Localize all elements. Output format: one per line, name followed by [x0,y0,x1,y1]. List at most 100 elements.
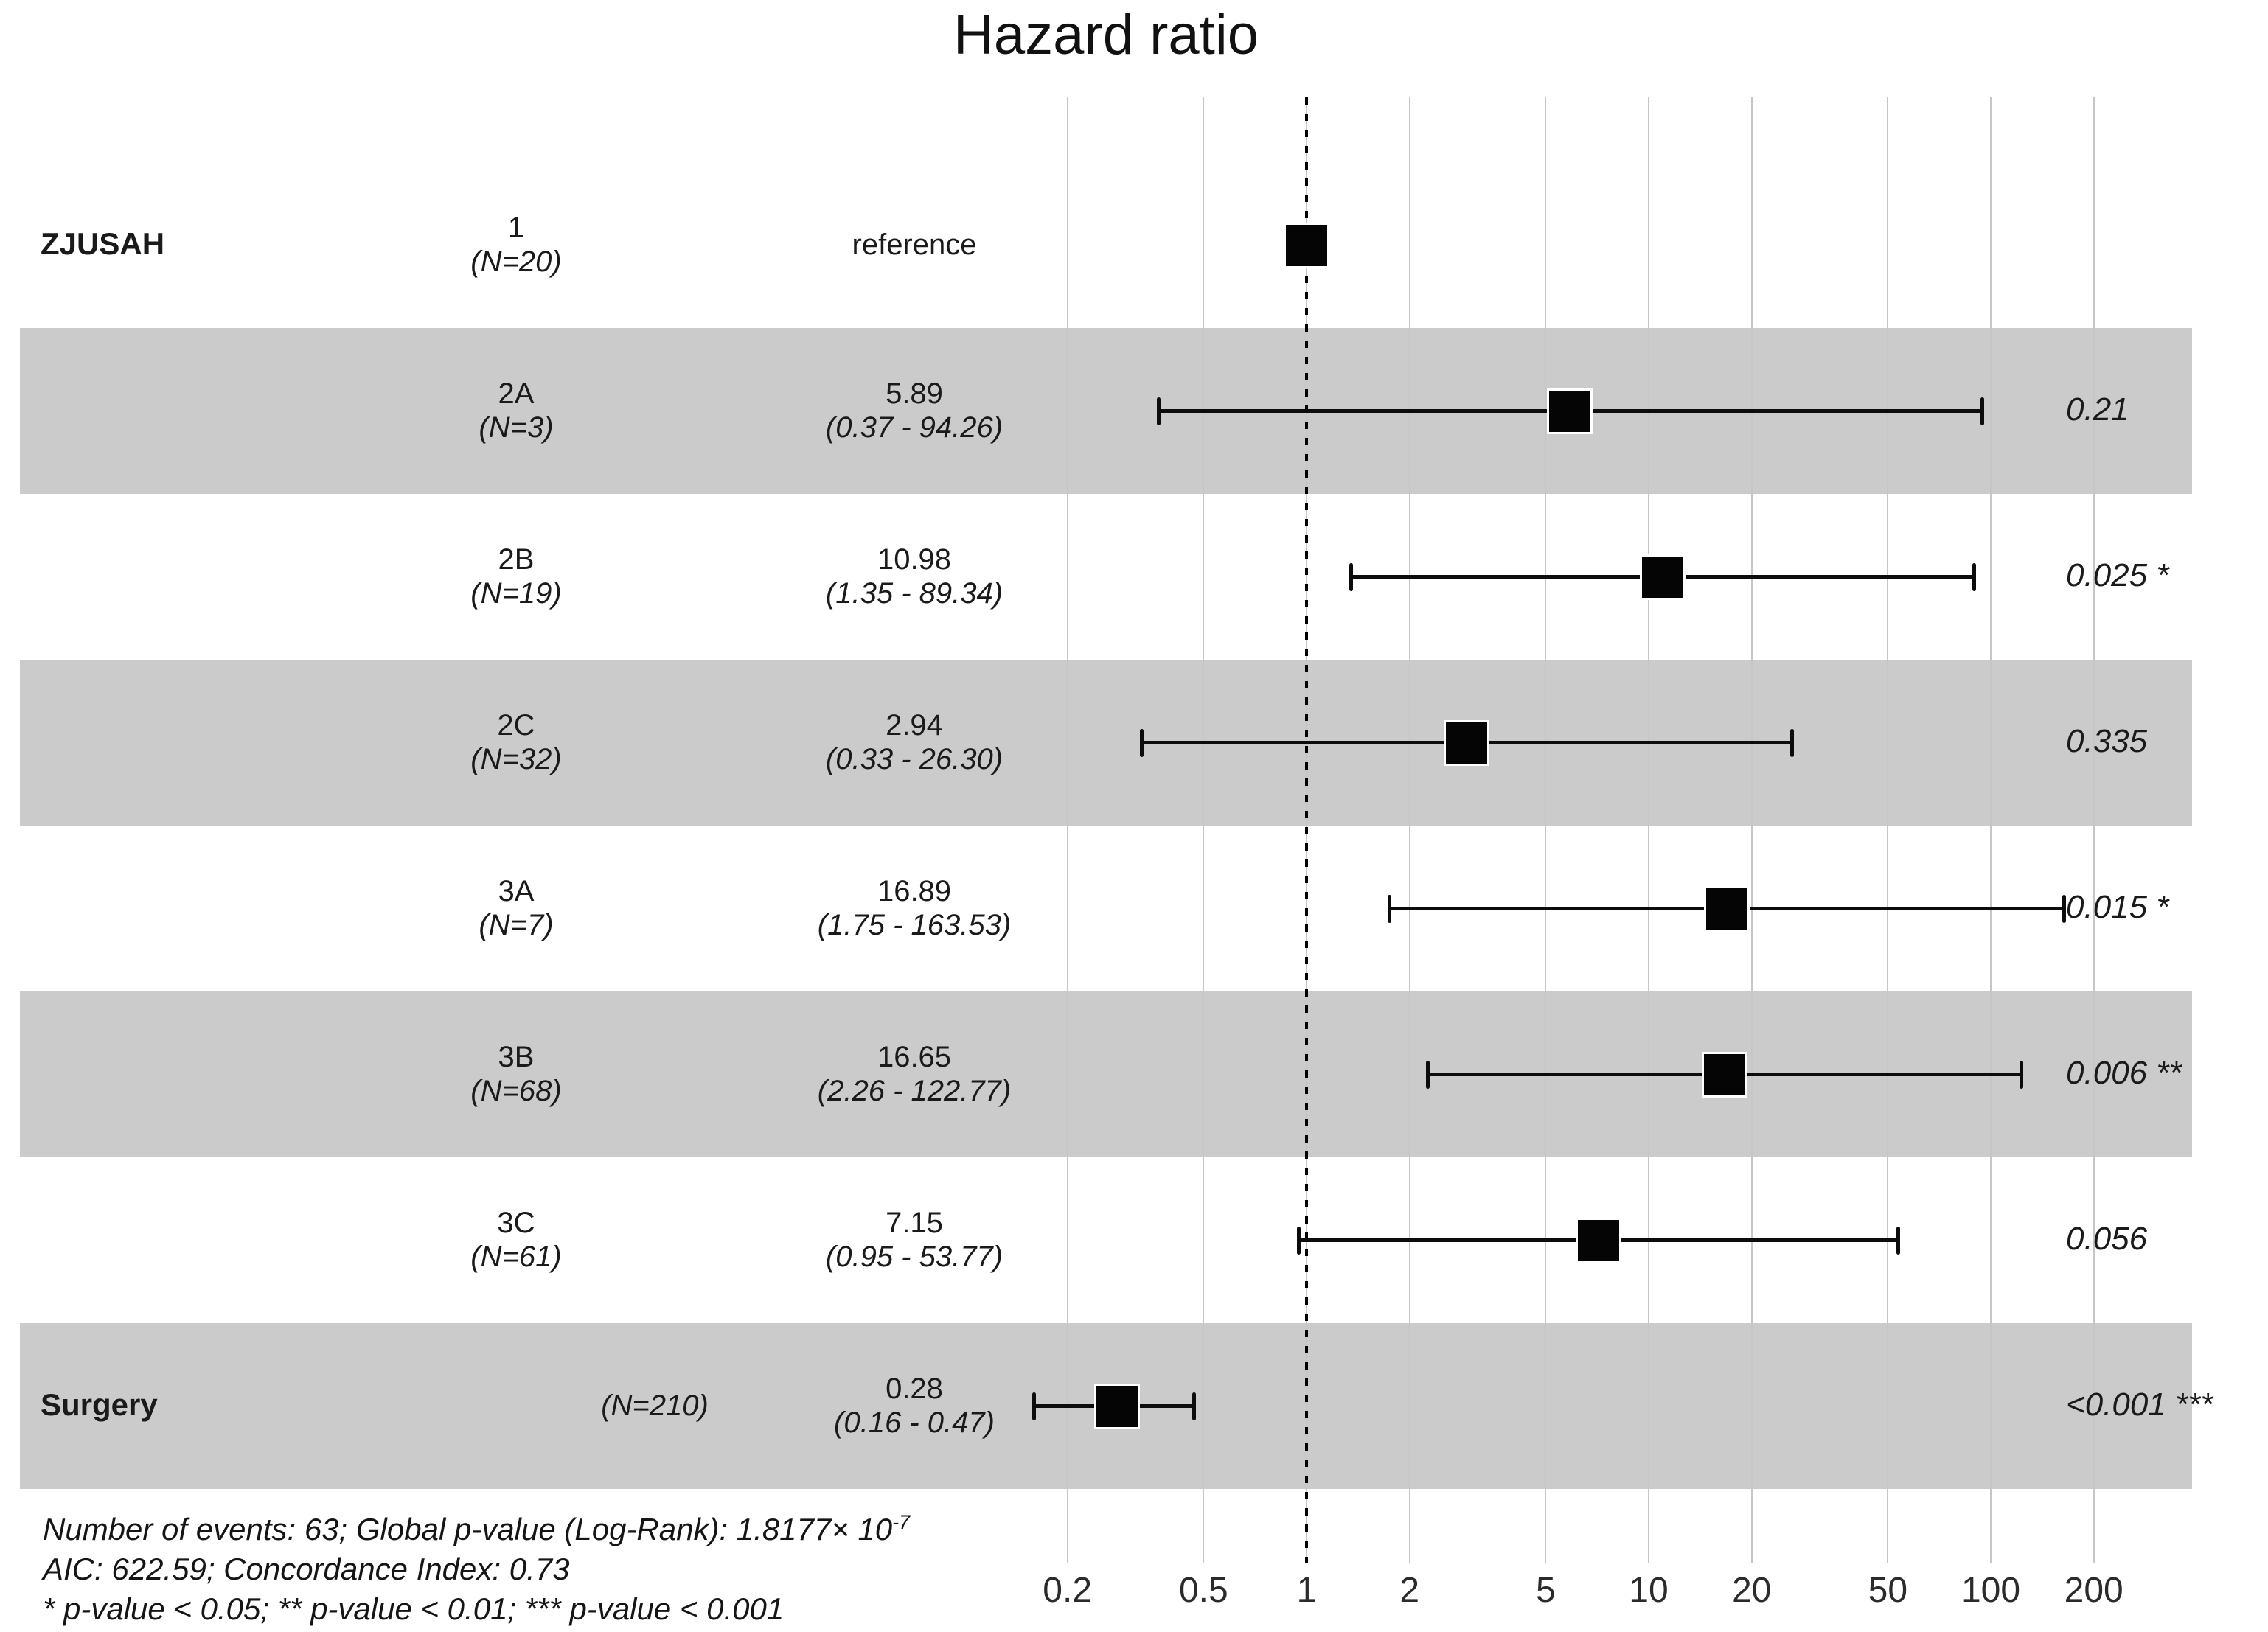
ci-cap-left [1349,562,1353,591]
p-value-label: 0.056 [2066,1220,2148,1257]
x-tick-label: 2 [1399,1571,1420,1610]
hr-marker [1094,1383,1141,1429]
ci-label: (0.33 - 26.30) [825,742,1003,775]
n-label: (N=61) [470,1240,562,1273]
level-label: 1 [507,211,525,244]
level-label: 2C [497,708,535,742]
ci-cap-left [1157,397,1161,425]
p-value-label: <0.001 *** [2066,1386,2213,1423]
estimate-ci-block: 16.65 (2.26 - 122.77) [818,1040,1011,1108]
ci-cap-right [2062,894,2066,923]
x-tick-label: 100 [1961,1571,2021,1610]
ci-label: (0.16 - 0.47) [834,1406,995,1439]
n-label: (N=7) [479,908,554,941]
level-n-block: 3B (N=68) [470,1040,561,1108]
estimate-label: 16.65 [877,1040,952,1073]
n-label: (N=32) [470,742,562,775]
level-label: 2B [498,543,535,576]
ci-label: (1.75 - 163.53) [817,908,1012,941]
grid-line [1203,97,1205,1563]
grid-line [1990,97,1992,1563]
estimate-ci-block: 10.98 (1.35 - 89.34) [826,543,1003,610]
reference-dotted-line [1305,97,1308,1563]
n-label: (N=68) [470,1074,562,1107]
ci-cap-left [1425,1060,1430,1089]
footer-events-line: Number of events: 63; Global p-value (Lo… [43,1511,911,1546]
level-label: 2A [498,377,535,410]
estimate-label: 2.94 [886,708,943,742]
hr-marker [1284,222,1329,268]
estimate-label: 0.28 [886,1372,943,1405]
p-value-label: 0.006 ** [2066,1054,2182,1091]
x-tick-label: 0.2 [1043,1571,1093,1610]
n-label: (N=3) [479,411,554,444]
grid-line [1545,97,1547,1563]
footer-exponent: -7 [892,1511,911,1533]
x-tick-label: 1 [1296,1571,1317,1610]
ci-label: (0.37 - 94.26) [825,411,1003,444]
hr-marker [1444,719,1490,766]
grid-line [2093,97,2095,1563]
level-n-block: 2A (N=3) [479,377,553,444]
plot-title: Hazard ratio [953,4,1259,66]
p-value-label: 0.21 [2066,391,2129,428]
estimate-ci-block: 5.89 (0.37 - 94.26) [826,377,1003,444]
hr-marker [1701,1051,1747,1098]
ci-cap-right [2019,1060,2023,1089]
grid-line [1066,97,1068,1563]
estimate-ci-block: 0.28 (0.16 - 0.47) [834,1372,995,1440]
level-n-block: 1 (N=20) [470,211,561,279]
footer-aic-line: AIC: 622.59; Concordance Index: 0.73 [43,1552,570,1586]
estimate-label: 7.15 [886,1206,943,1239]
estimate-label: 5.89 [886,377,943,410]
p-value-label: 0.025 * [2066,557,2169,593]
hr-marker [1639,554,1686,600]
grid-line [1648,97,1649,1563]
estimate-label: 16.89 [877,874,952,907]
ci-cap-right [1896,1226,1901,1255]
x-tick-label: 50 [1868,1571,1908,1610]
estimate-label: reference [852,228,977,261]
p-value-label: 0.015 * [2066,888,2169,925]
grid-line [1408,97,1410,1563]
hr-marker [1576,1217,1622,1263]
level-n-block: 2C (N=32) [470,708,561,776]
ci-cap-right [1972,562,1976,591]
estimate-ci-block: 7.15 (0.95 - 53.77) [826,1206,1003,1274]
hr-marker [1547,388,1593,434]
ci-label: (2.26 - 122.77) [817,1074,1012,1107]
ci-cap-right [1790,728,1795,757]
x-tick-label: 200 [2064,1571,2123,1610]
n-label: (N=20) [470,245,562,278]
grid-line [1750,97,1753,1563]
ci-label: (1.35 - 89.34) [825,576,1003,610]
footer-notes: Number of events: 63; Global p-value (Lo… [43,1502,910,1629]
hr-marker [1703,885,1750,932]
x-tick-label: 20 [1731,1571,1772,1610]
term-label: ZJUSAH [41,226,165,261]
n-label: (N=210) [601,1389,709,1422]
x-tick-label: 10 [1629,1571,1669,1610]
level-label: 3B [498,1040,535,1073]
grid-line [1887,97,1889,1563]
ci-cap-left [1032,1392,1037,1420]
ci-cap-left [1297,1226,1301,1255]
estimate-ci-block: 2.94 (0.33 - 26.30) [826,708,1003,776]
ci-cap-left [1388,894,1392,923]
level-n-block: 3C (N=61) [470,1206,561,1274]
footer-significance-legend: * p-value < 0.05; ** p-value < 0.01; ***… [43,1591,785,1626]
ci-label: (0.95 - 53.77) [825,1240,1003,1273]
level-label: 3A [498,874,535,907]
term-label: Surgery [41,1387,158,1422]
x-tick-label: 5 [1535,1571,1556,1610]
level-label: 3C [497,1206,535,1239]
level-n-block: 2B (N=19) [470,543,561,610]
ci-cap-right [1192,1392,1197,1420]
x-tick-label: 0.5 [1178,1571,1228,1610]
ci-cap-right [1980,397,1984,425]
p-value-label: 0.335 [2066,722,2148,759]
